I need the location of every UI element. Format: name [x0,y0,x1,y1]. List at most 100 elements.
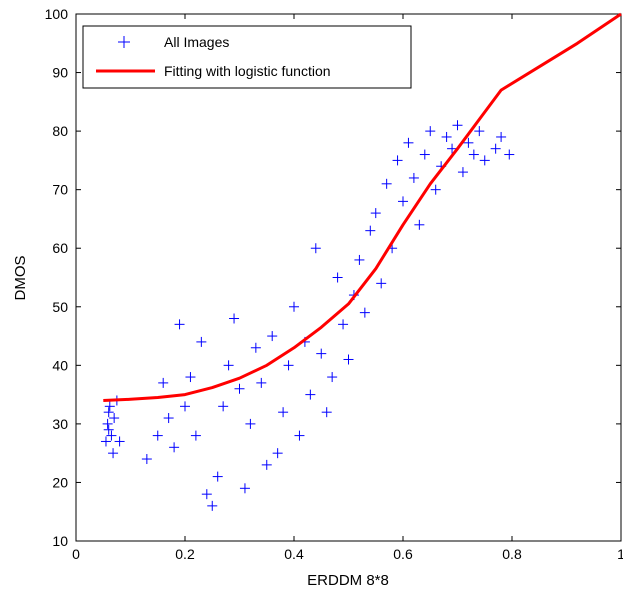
scatter-point [332,272,343,283]
scatter-point [185,372,196,383]
x-tick-label: 0 [72,546,80,562]
scatter-point [490,143,501,154]
scatter-point [365,225,376,236]
scatter-point [272,448,283,459]
scatter-point [338,319,349,330]
scatter-point [321,407,332,418]
y-tick-label: 20 [52,474,68,490]
scatter-point [141,454,152,465]
scatter-point [441,131,452,142]
scatter-point [158,377,169,388]
scatter-point [196,336,207,347]
y-tick-label: 70 [52,182,68,198]
plot-area [75,13,622,542]
y-tick-label: 60 [52,240,68,256]
scatter-point [468,149,479,160]
scatter-point [414,219,425,230]
scatter-point [201,489,212,500]
scatter-point [430,184,441,195]
y-tick-label: 100 [45,6,69,22]
x-tick-label: 1 [617,546,623,562]
scatter-point [180,401,190,412]
scatter-point [496,131,507,142]
scatter-point [169,442,180,453]
scatter-point [100,436,111,447]
scatter-point [218,401,229,412]
scatter-point [457,167,468,178]
scatter-point [343,354,354,365]
scatter-point [261,459,272,470]
x-tick-label: 0.4 [284,546,304,562]
legend: All Images Fitting with logistic functio… [82,25,412,89]
y-tick-label: 10 [52,533,68,549]
scatter-point [504,149,515,160]
scatter-point [174,319,185,330]
legend-label-scatter: All Images [164,34,229,50]
y-tick-label: 50 [52,299,68,315]
scatter-point [190,430,201,441]
legend-scatter-marker [118,36,130,48]
scatter-point [163,413,174,424]
scatter-point [479,155,490,166]
scatter-point [223,360,234,371]
scatter-point [452,120,463,131]
scatter-point [239,483,250,494]
scatter-point [207,500,218,511]
scatter-point [283,360,294,371]
x-tick-label: 0.6 [393,546,413,562]
scatter-point [447,143,458,154]
legend-box [82,25,412,89]
x-tick-label: 0.2 [175,546,195,562]
scatter-point [104,401,115,412]
x-tick-label: 0.8 [502,546,522,562]
scatter-point [229,313,240,324]
y-axis: 10 20 30 40 50 60 70 80 90 100 [45,6,621,549]
scatter-point [305,389,316,400]
scatter-point [103,424,114,435]
y-axis-label: DMOS [12,256,29,301]
fit-line [103,12,622,402]
scatter-point [425,126,436,137]
scatter-point [278,407,289,418]
scatter-point [289,301,299,312]
scatter-point [114,436,125,447]
y-tick-label: 90 [52,65,68,81]
scatter-point [419,149,430,160]
y-tick-label: 80 [52,123,68,139]
scatter-point [403,137,414,148]
fit-series [103,12,622,402]
x-axis-label: ERDDM 8*8 [307,572,389,589]
scatter-point [316,348,327,359]
scatter-point [267,331,278,342]
scatter-point [108,448,119,459]
scatter-point [102,418,113,429]
y-tick-label: 40 [52,357,68,373]
scatter-point [294,430,305,441]
y-tick-label: 30 [52,416,68,432]
scatter-point [212,471,223,482]
scatter-point [245,418,256,429]
scatter-point [392,155,403,166]
scatter-point [354,254,365,265]
scatter-point [359,307,370,318]
scatter-point [256,377,267,388]
scatter-point [250,342,261,353]
x-axis: 0 0.2 0.4 0.6 0.8 1 [72,14,623,562]
scatter-point [109,413,120,424]
scatter-point [463,137,474,148]
scatter-point [398,196,408,207]
scatter-point [152,430,163,441]
scatter-point [106,430,117,441]
scatter-point [234,383,245,394]
scatter-point [310,243,321,254]
scatter-point [376,278,387,289]
scatter-point [474,126,485,137]
legend-label-fit: Fitting with logistic function [164,63,331,79]
scatter-point [327,372,338,383]
scatter-point [103,407,114,418]
scatter-point [370,208,381,219]
scatter-series [100,120,515,511]
scatter-point [408,172,419,183]
scatter-point [381,178,392,189]
